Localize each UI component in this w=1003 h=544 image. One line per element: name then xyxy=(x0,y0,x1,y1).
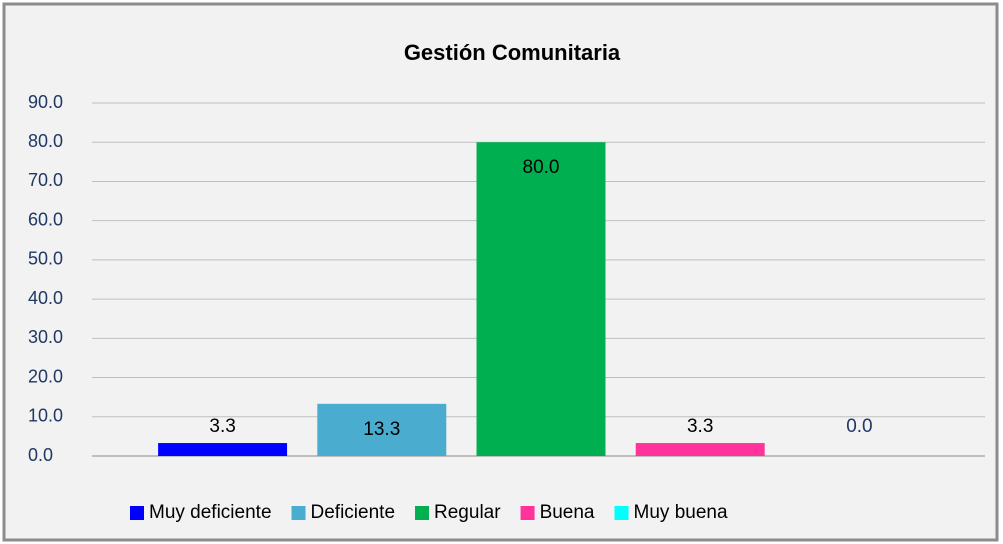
value-label: 3.3 xyxy=(209,416,235,437)
legend-swatch xyxy=(291,506,306,520)
y-tick-label: 70.0 xyxy=(28,170,63,190)
legend-label: Muy buena xyxy=(634,502,728,523)
legend-label: Buena xyxy=(540,502,595,523)
y-tick-label: 80.0 xyxy=(28,131,63,151)
value-label: 3.3 xyxy=(687,416,713,437)
legend-label: Deficiente xyxy=(311,502,396,523)
y-tick-label: 30.0 xyxy=(28,327,63,347)
y-tick-label: 50.0 xyxy=(28,249,63,269)
y-tick-label: 0.0 xyxy=(28,445,53,465)
bar xyxy=(635,443,765,456)
legend-swatch xyxy=(520,506,535,520)
y-tick-label: 60.0 xyxy=(28,209,63,229)
legend-swatch xyxy=(130,506,144,520)
bar xyxy=(317,403,447,456)
bar xyxy=(476,142,606,456)
y-tick-label: 10.0 xyxy=(28,406,63,426)
bar xyxy=(158,443,288,456)
legend-label: Regular xyxy=(434,502,501,523)
legend-swatch xyxy=(614,506,629,520)
value-label: 13.3 xyxy=(363,419,400,440)
y-tick-label: 90.0 xyxy=(28,92,63,112)
chart-title: Gestión Comunitaria xyxy=(404,40,621,65)
value-label: 0.0 xyxy=(846,416,872,437)
legend-swatch xyxy=(415,506,430,520)
legend-label: Muy deficiente xyxy=(149,502,272,523)
value-label: 80.0 xyxy=(523,157,560,178)
y-tick-label: 20.0 xyxy=(28,366,63,386)
y-tick-label: 40.0 xyxy=(28,288,63,308)
